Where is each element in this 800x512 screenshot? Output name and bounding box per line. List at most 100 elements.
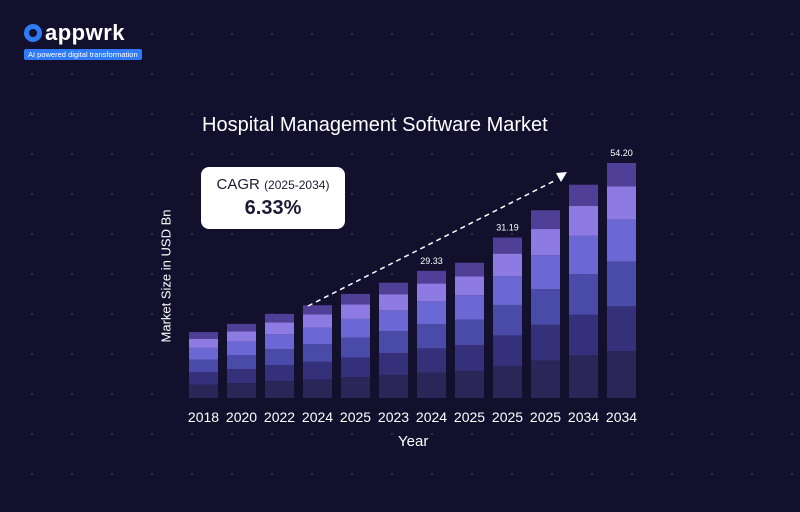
bar-segment — [189, 384, 218, 398]
bar-segment — [417, 372, 446, 398]
bar-segment — [303, 344, 332, 362]
logo-mark-icon — [24, 24, 42, 42]
bar-9 — [531, 210, 560, 398]
data-label: 29.33 — [420, 256, 443, 266]
bar-11 — [607, 163, 636, 398]
bar-segment — [303, 361, 332, 380]
bar-segment — [341, 293, 370, 305]
bar-0 — [189, 332, 218, 398]
bar-segment — [379, 331, 408, 354]
bar-segment — [227, 383, 256, 398]
x-tick-label: 2034 — [568, 409, 599, 425]
bar-segment — [607, 351, 636, 398]
bar-6 — [417, 270, 446, 398]
bar-segment — [379, 374, 408, 398]
bar-segment — [189, 338, 218, 348]
data-label: 31.19 — [496, 223, 519, 233]
bar-segment — [303, 379, 332, 398]
brand-name: appwrk — [45, 20, 126, 45]
bar-segment — [417, 348, 446, 373]
cagr-value: 6.33% — [244, 197, 302, 219]
brand-logo: appwrk AI powered digital transformation — [24, 22, 142, 62]
bar-segment — [265, 322, 294, 335]
bar-segment — [227, 323, 256, 332]
trend-arrowhead-icon — [556, 172, 567, 182]
bar-segment — [455, 276, 484, 296]
bar-3 — [303, 305, 332, 398]
cagr-period: (2025-2034) — [264, 178, 330, 192]
bar-segment — [379, 353, 408, 375]
bar-segment — [569, 355, 598, 398]
bar-segment — [531, 360, 560, 398]
x-tick-label: 2024 — [416, 409, 447, 425]
bar-segment — [569, 206, 598, 236]
bar-segment — [531, 324, 560, 361]
x-tick-label: 2020 — [226, 409, 257, 425]
bar-segment — [607, 163, 636, 187]
bar-7 — [455, 262, 484, 398]
bar-10 — [569, 184, 598, 398]
bar-segment — [531, 210, 560, 230]
bar-segment — [493, 253, 522, 277]
bar-1 — [227, 323, 256, 398]
bar-segment — [569, 274, 598, 315]
bar-segment — [341, 337, 370, 358]
bar-segment — [189, 332, 218, 339]
x-tick-label: 2023 — [378, 409, 409, 425]
bar-segment — [341, 357, 370, 378]
bar-segment — [493, 365, 522, 398]
bar-segment — [455, 370, 484, 398]
x-tick-label: 2025 — [340, 409, 371, 425]
bar-segment — [607, 219, 636, 262]
x-tick-label: 2022 — [264, 409, 295, 425]
bar-segment — [455, 319, 484, 346]
bar-segment — [569, 235, 598, 275]
bar-segment — [569, 314, 598, 356]
bar-segment — [417, 301, 446, 325]
bar-segment — [227, 331, 256, 342]
bar-segment — [189, 359, 218, 373]
x-axis-label: Year — [398, 433, 429, 450]
bar-segment — [379, 294, 408, 311]
x-tick-label: 2024 — [302, 409, 333, 425]
data-label: 54.20 — [610, 148, 633, 158]
bar-segment — [607, 306, 636, 351]
chart-title: Hospital Management Software Market — [202, 114, 548, 136]
bar-segment — [493, 304, 522, 336]
bar-segment — [341, 304, 370, 319]
bar-segment — [607, 186, 636, 220]
bar-segment — [455, 345, 484, 371]
bar-segment — [341, 377, 370, 398]
bar-segment — [189, 347, 218, 360]
bar-segment — [189, 372, 218, 385]
bar-segment — [265, 365, 294, 382]
bar-segment — [569, 184, 598, 207]
bar-segment — [493, 335, 522, 366]
bar-segment — [607, 261, 636, 307]
bar-segment — [455, 295, 484, 320]
bar-segment — [531, 289, 560, 325]
trend-arrow-line — [307, 179, 557, 307]
bar-segment — [531, 255, 560, 290]
bar-segment — [379, 310, 408, 332]
bar-5 — [379, 282, 408, 398]
bar-segment — [303, 314, 332, 328]
x-tick-label: 2025 — [454, 409, 485, 425]
brand-tagline: AI powered digital transformation — [24, 49, 142, 60]
bar-segment — [417, 324, 446, 349]
bar-segment — [265, 349, 294, 366]
bar-segment — [417, 270, 446, 284]
bar-segment — [265, 381, 294, 398]
cagr-label: CAGR — [216, 176, 260, 193]
bar-segment — [227, 341, 256, 355]
cagr-callout: CAGR (2025-2034) 6.33% — [201, 167, 345, 229]
x-tick-label: 2025 — [530, 409, 561, 425]
bar-segment — [303, 327, 332, 345]
bar-segment — [493, 237, 522, 254]
x-tick-label: 2025 — [492, 409, 523, 425]
bar-segment — [417, 283, 446, 302]
bar-segment — [303, 305, 332, 315]
bar-segment — [493, 276, 522, 305]
